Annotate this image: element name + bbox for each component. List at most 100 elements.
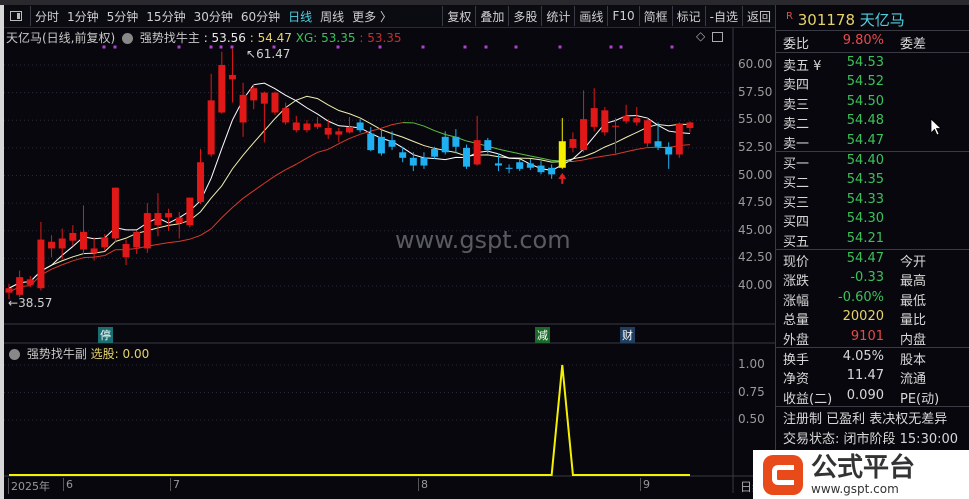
candle-body [165,213,173,218]
logo-text: 公式平台 [811,452,916,483]
ma20-segment [349,133,361,139]
bids-label: 买四 [783,215,810,231]
ma20-segment [413,122,425,127]
ma20-segment [423,125,435,132]
period-tab-3[interactable]: 15分钟 [146,9,186,24]
stats-label: 涨幅 [783,293,810,309]
stats-label2: 最低 [900,293,927,309]
diamond-icon[interactable]: ◇ [696,29,706,43]
candle-body [633,118,641,123]
candle-body [90,248,98,253]
candle-body [324,127,332,135]
candle-body [484,140,492,151]
ma20-segment [572,159,584,162]
period-tab-0[interactable]: 分时 [35,9,60,24]
fund-value: 11.47 [846,368,884,384]
toolbar-button-9[interactable]: 返回 [746,9,771,24]
price-tick: 50.00 [738,167,773,182]
period-tab-2[interactable]: 5分钟 [106,9,139,24]
bids-row: 买二 54.35 [780,172,966,191]
toolbar-button-3[interactable]: 统计 [546,9,571,24]
toolbar: 分时 1分钟 5分钟 15分钟 30分钟 60分钟 日线 周线 更多 〉 复权 叠加 多股 统计 画线 F… [4,5,775,28]
period-tab-4[interactable]: 30分钟 [193,9,233,24]
indicator-menu-icon[interactable] [122,33,134,44]
candle-body [48,241,56,249]
indicator-xg: XG: 53.35 [295,31,356,45]
asks-row: 卖五 ¥ 54.53 [780,55,966,74]
sub-tick: 1.00 [738,357,765,371]
stats-value: 20020 [842,309,884,325]
period-tab-8[interactable]: 更多 〉 [352,9,392,24]
toolbar-button-4[interactable]: 画线 [579,9,604,24]
period-tab-1[interactable]: 1分钟 [67,9,99,24]
candle-body [292,122,300,131]
candle-body [548,167,556,175]
price-tick: 55.00 [738,112,773,127]
ma20-segment [594,155,605,159]
panel-icon[interactable] [712,32,723,42]
toolbar-button-2[interactable]: 多股 [513,9,538,24]
toolbar-button-8[interactable]: -自选 [709,9,738,24]
candle-body [228,74,236,80]
candle-body [314,123,322,127]
event-mark-halt[interactable]: 停 [98,327,113,343]
toolbar-button-0[interactable]: 复权 [447,9,472,24]
ma20-segment [232,197,244,208]
stats-value: -0.33 [850,270,884,286]
indicator-value-4: : 53.35 [359,31,402,45]
ma20-segment [94,255,105,258]
bids-row: 买四 54.30 [780,211,966,230]
stats-label: 涨跌 [783,274,810,290]
toolbar-button-7[interactable]: 标记 [676,9,701,24]
candle-body [441,136,449,153]
toolbar-button-6[interactable]: 简框 [643,9,668,24]
sub-indicator-menu-icon[interactable] [9,349,20,360]
signal-dot [219,45,223,49]
candle-body [665,146,673,155]
event-mark-reduce[interactable]: 减 [535,327,550,343]
ma20-segment [264,175,276,184]
ma20-segment [604,153,616,157]
ma20-segment [381,124,393,129]
ma20-segment [51,264,63,270]
ma20-segment [274,169,286,177]
ma20-segment [253,182,265,192]
candle-body [399,152,407,158]
sub-tick: 0.50 [738,412,765,426]
fund-value: 0.090 [846,387,884,403]
bids-row: 买一 54.40 [780,153,966,172]
toolbar-button-5[interactable]: F10 [612,9,635,23]
signal-dot [619,45,623,49]
event-mark-finance[interactable]: 财 [620,327,635,343]
date-tick: 8 [418,478,428,491]
asks-label: 卖一 [783,136,810,152]
bids-value: 54.30 [846,211,884,227]
toolbar-button-1[interactable]: 叠加 [480,9,505,24]
candle-body [537,165,545,173]
bids-label: 买三 [783,195,810,211]
period-tab-5[interactable]: 60分钟 [240,9,281,24]
divider [442,6,444,26]
period-tab-6[interactable]: 日线 [288,9,313,24]
indicator-value-1: : 53.56 [203,31,246,45]
ma20-segment [157,242,169,245]
stock-header: R 301178 天亿马 [786,9,905,30]
divider [776,151,969,152]
candle-body [133,231,141,248]
candle-body [367,133,375,151]
panel-toggle-icon[interactable] [10,11,22,21]
indicator-value-2: : 54.47 [249,31,292,45]
ma20-segment [62,260,74,266]
fund-value: 4.05% [842,349,884,364]
candle-body [643,120,651,144]
asks-value: 54.47 [846,132,884,148]
fund-row: 净资 11.47 流通 [780,368,966,387]
divider [776,347,969,348]
fund-row: 收益(二) 0.090 PE(动) [780,388,966,407]
candle-body [154,213,162,226]
candle-body [345,126,353,133]
gspt-logo: 公式平台 www.gspt.com [753,450,969,499]
period-tab-7[interactable]: 周线 [320,9,345,24]
candle-body [580,119,588,151]
candle-body [111,187,119,239]
